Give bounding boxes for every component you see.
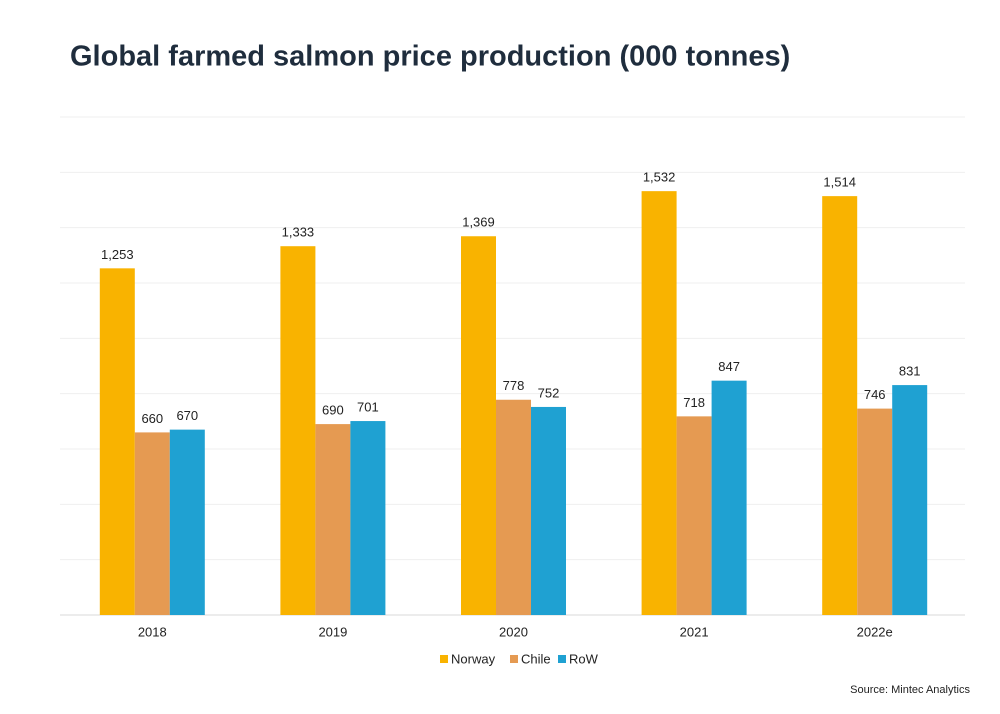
x-tick-label: 2019 [318,624,347,639]
bar [99,268,135,615]
bar [315,424,351,615]
value-label: 660 [141,411,163,426]
bar [461,236,496,615]
value-label: 752 [538,385,560,400]
bar [641,191,677,615]
value-label: 847 [718,359,740,374]
source-note: Source: Mintec Analytics [850,684,970,696]
bar [711,380,747,615]
bar [822,196,858,616]
x-tick-label: 2018 [138,624,167,639]
value-label: 778 [503,378,525,393]
bar [134,432,170,615]
bar [350,421,386,615]
legend-label: RoW [569,651,599,666]
x-tick-label: 2020 [499,624,528,639]
bar [676,416,712,615]
value-label: 1,253 [101,247,134,262]
legend-swatch [440,655,448,663]
legend-label: Chile [521,651,551,666]
chart-title: Global farmed salmon price production (0… [70,41,790,73]
legend-swatch [558,655,566,663]
value-label: 670 [176,408,198,423]
value-label: 1,333 [282,225,315,240]
value-label: 690 [322,403,344,418]
value-label: 831 [899,364,921,379]
bar [892,385,928,615]
value-label: 1,532 [643,170,676,185]
bar [169,429,205,615]
value-label: 701 [357,399,379,414]
value-label: 746 [864,387,886,402]
x-tick-label: 2022e [857,624,893,639]
legend-label: Norway [451,651,496,666]
value-label: 1,369 [462,215,495,230]
bar [280,246,316,615]
value-label: 1,514 [823,175,856,190]
value-label: 718 [683,395,705,410]
bar [531,406,566,615]
bar [857,408,893,615]
x-tick-label: 2021 [680,624,709,639]
legend-swatch [510,655,518,663]
bar [496,399,531,615]
